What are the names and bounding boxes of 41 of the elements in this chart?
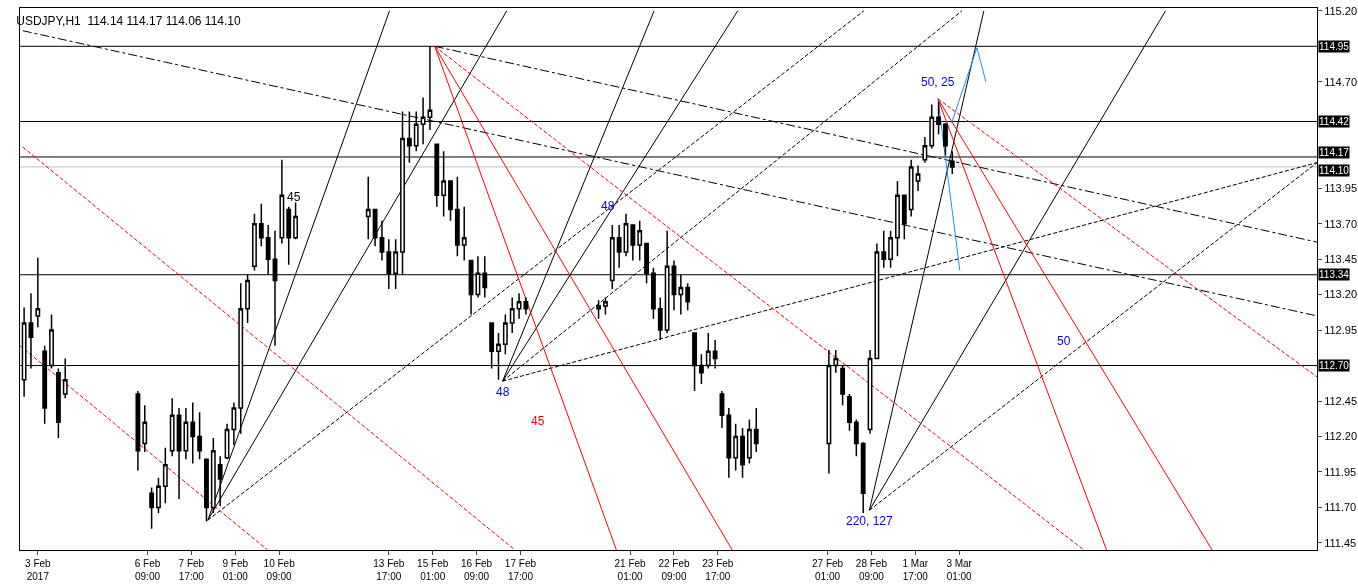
x-tick-label: 15 Feb 01:00	[417, 558, 449, 582]
x-tick-label: 3 Feb 2017	[25, 558, 52, 582]
x-tick-label: 13 Feb 17:00	[373, 558, 405, 582]
x-tick-label: 6 Feb 09:00	[134, 558, 161, 582]
y-tick-label: 112.95	[1324, 323, 1358, 336]
y-tick-label: 112.20	[1324, 430, 1358, 443]
y-tick-label: 113.95	[1324, 182, 1358, 195]
x-tick-label: 16 Feb 09:00	[460, 558, 493, 582]
annotation: 48	[601, 199, 615, 213]
y-tick-label: 113.70	[1324, 217, 1358, 230]
y-tick-label: 112.45	[1324, 394, 1358, 407]
ref-line-label: 113.34	[1319, 269, 1350, 280]
y-tick-label: 113.20	[1324, 288, 1358, 301]
y-tick-label: 111.70	[1324, 501, 1357, 514]
y-tick-label: 111.45	[1324, 536, 1357, 549]
annotation: 48	[496, 385, 510, 399]
x-tick-label: 22 Feb 09:00	[658, 558, 690, 582]
x-tick-label: 7 Feb 17:00	[178, 558, 205, 582]
x-tick-label: 1 Mar 17:00	[902, 558, 929, 582]
y-tick-label: 115.20	[1324, 4, 1358, 17]
annotation: 50, 25	[921, 75, 955, 89]
x-tick-label: 23 Feb 17:00	[702, 558, 734, 582]
x-tick-label: 10 Feb 09:00	[263, 558, 296, 582]
x-tick-label: 28 Feb 09:00	[855, 558, 888, 582]
annotation: 45	[531, 414, 545, 428]
x-tick-label: 17 Feb 17:00	[504, 558, 537, 582]
x-tick-label: 3 Mar 01:00	[946, 558, 973, 582]
ref-line-label: 114.95	[1319, 41, 1350, 52]
y-tick-label: 113.45	[1324, 252, 1358, 265]
ref-line-label: 114.10	[1319, 165, 1350, 176]
x-tick-label: 21 Feb 01:00	[614, 558, 647, 582]
x-tick-label: 9 Feb 01:00	[222, 558, 249, 582]
y-tick-label: 111.95	[1324, 465, 1357, 478]
ref-line-label: 114.17	[1319, 147, 1350, 158]
y-tick-label: 114.70	[1324, 75, 1358, 88]
ref-line-label: 114.42	[1319, 116, 1350, 127]
annotation: 45	[287, 190, 301, 204]
annotation: 220, 127	[846, 514, 894, 528]
annotation: 50	[1057, 334, 1071, 348]
ref-line-label: 112.70	[1319, 360, 1350, 371]
x-tick-label: 27 Feb 01:00	[811, 558, 844, 582]
